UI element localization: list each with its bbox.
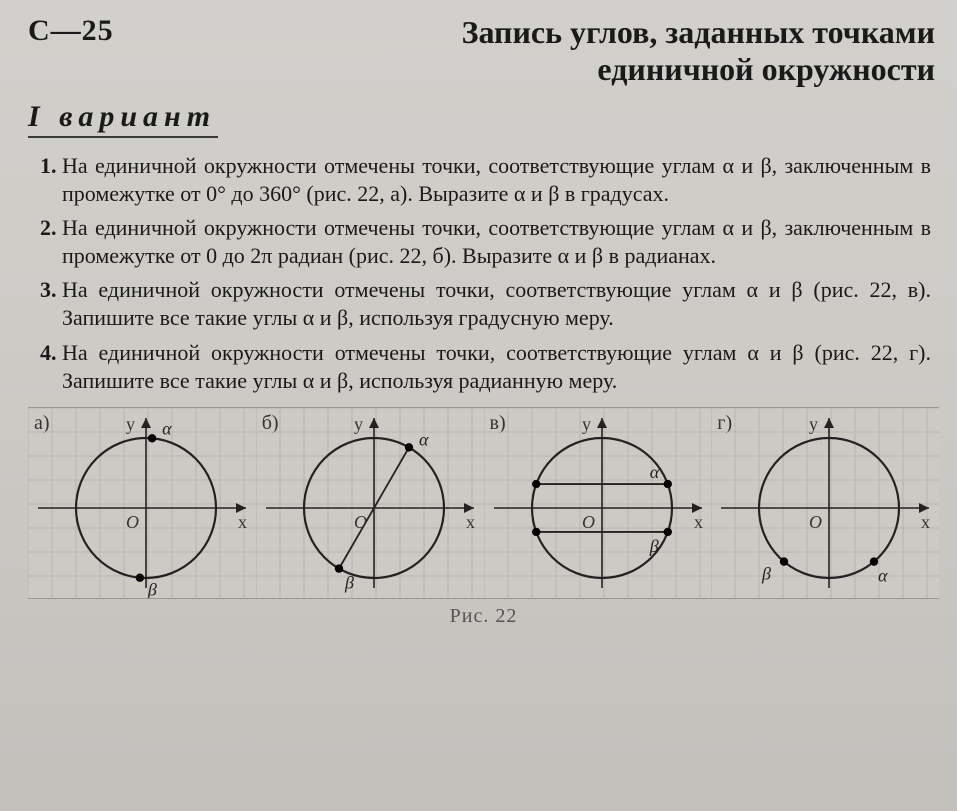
svg-text:y: y (809, 414, 818, 434)
figure-panel: г)αβxyO (711, 408, 939, 598)
figure-caption: Рис. 22 (28, 605, 939, 628)
svg-text:β: β (147, 580, 157, 598)
problem-item: На единичной окружности отмечены точки, … (62, 214, 931, 270)
figure-row: а)αβxyOб)αβxyOв)αβxyOг)αβxyO (28, 407, 939, 599)
section-code: С—25 (28, 14, 208, 48)
svg-text:O: O (809, 512, 822, 532)
svg-text:α: α (878, 565, 888, 585)
svg-text:x: x (238, 512, 247, 532)
svg-text:α: α (162, 418, 172, 438)
problem-item: На единичной окружности отмечены точки, … (62, 152, 931, 208)
figure-panel: в)αβxyO (484, 408, 712, 598)
svg-text:α: α (649, 462, 659, 482)
svg-text:y: y (582, 414, 591, 434)
title: Запись углов, заданных точками единичной… (208, 14, 939, 88)
page: С—25 Запись углов, заданных точками един… (0, 0, 957, 811)
header-row: С—25 Запись углов, заданных точками един… (28, 14, 939, 88)
svg-text:x: x (694, 512, 703, 532)
svg-text:β: β (344, 572, 354, 592)
svg-text:α: α (419, 429, 429, 449)
svg-text:O: O (582, 512, 595, 532)
problem-item: На единичной окружности отмечены точки, … (62, 339, 931, 395)
figure-panel: б)αβxyO (256, 408, 484, 598)
svg-text:β: β (648, 536, 658, 556)
svg-text:O: O (126, 512, 139, 532)
svg-text:y: y (126, 414, 135, 434)
title-line-2: единичной окружности (597, 51, 935, 87)
problem-list: На единичной окружности отмечены точки, … (28, 152, 939, 395)
title-line-1: Запись углов, заданных точками (462, 14, 935, 50)
svg-text:y: y (354, 414, 363, 434)
svg-text:O: O (354, 512, 367, 532)
svg-text:β: β (761, 563, 771, 583)
svg-text:x: x (466, 512, 475, 532)
problem-item: На единичной окружности отмечены точки, … (62, 276, 931, 332)
svg-text:x: x (921, 512, 930, 532)
variant-label: I вариант (28, 100, 218, 138)
figure-panel: а)αβxyO (28, 408, 256, 598)
